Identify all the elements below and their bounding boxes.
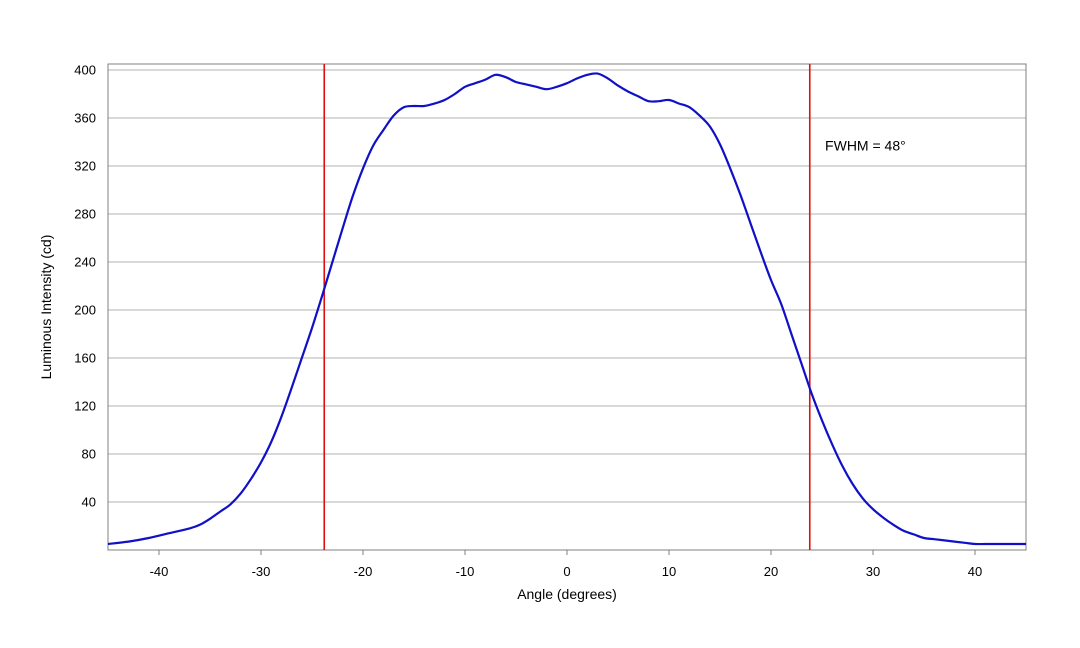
- annotations: FWHM = 48°: [825, 138, 906, 154]
- x-axis-ticks: -40 -30 -20 -10 0 10 20 30 40: [150, 550, 982, 579]
- y-tick-label: 400: [74, 63, 96, 78]
- x-tick-label: 20: [764, 564, 778, 579]
- y-tick-label: 120: [74, 399, 96, 414]
- gridlines: [108, 69, 1026, 503]
- y-axis-ticks: 40 80 120 160 200 240 280 320 360 400: [74, 63, 96, 510]
- x-tick-label: 30: [866, 564, 880, 579]
- x-tick-label: -20: [354, 564, 373, 579]
- series-layer: [107, 72, 1026, 546]
- y-tick-label: 40: [82, 495, 96, 510]
- x-tick-label: 0: [563, 564, 570, 579]
- y-tick-label: 360: [74, 111, 96, 126]
- y-tick-label: 80: [82, 447, 96, 462]
- y-tick-label: 240: [74, 255, 96, 270]
- x-tick-label: 40: [968, 564, 982, 579]
- y-axis-title: Luminous Intensity (cd): [38, 235, 54, 380]
- y-tick-label: 160: [74, 351, 96, 366]
- reference-lines: [323, 64, 811, 550]
- x-tick-label: -40: [150, 564, 169, 579]
- fwhm-annotation: FWHM = 48°: [825, 138, 906, 154]
- y-tick-label: 280: [74, 207, 96, 222]
- x-axis-title: Angle (degrees): [517, 586, 617, 602]
- intensity-curve: [107, 72, 1026, 546]
- x-tick-label: 10: [662, 564, 676, 579]
- y-tick-label: 200: [74, 303, 96, 318]
- x-tick-label: -30: [252, 564, 271, 579]
- x-tick-label: -10: [456, 564, 475, 579]
- y-tick-label: 320: [74, 159, 96, 174]
